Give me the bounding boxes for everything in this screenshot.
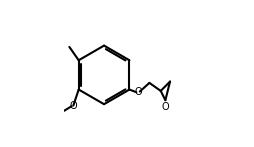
Text: O: O — [134, 87, 141, 97]
Text: O: O — [69, 101, 77, 111]
Text: O: O — [161, 102, 169, 112]
